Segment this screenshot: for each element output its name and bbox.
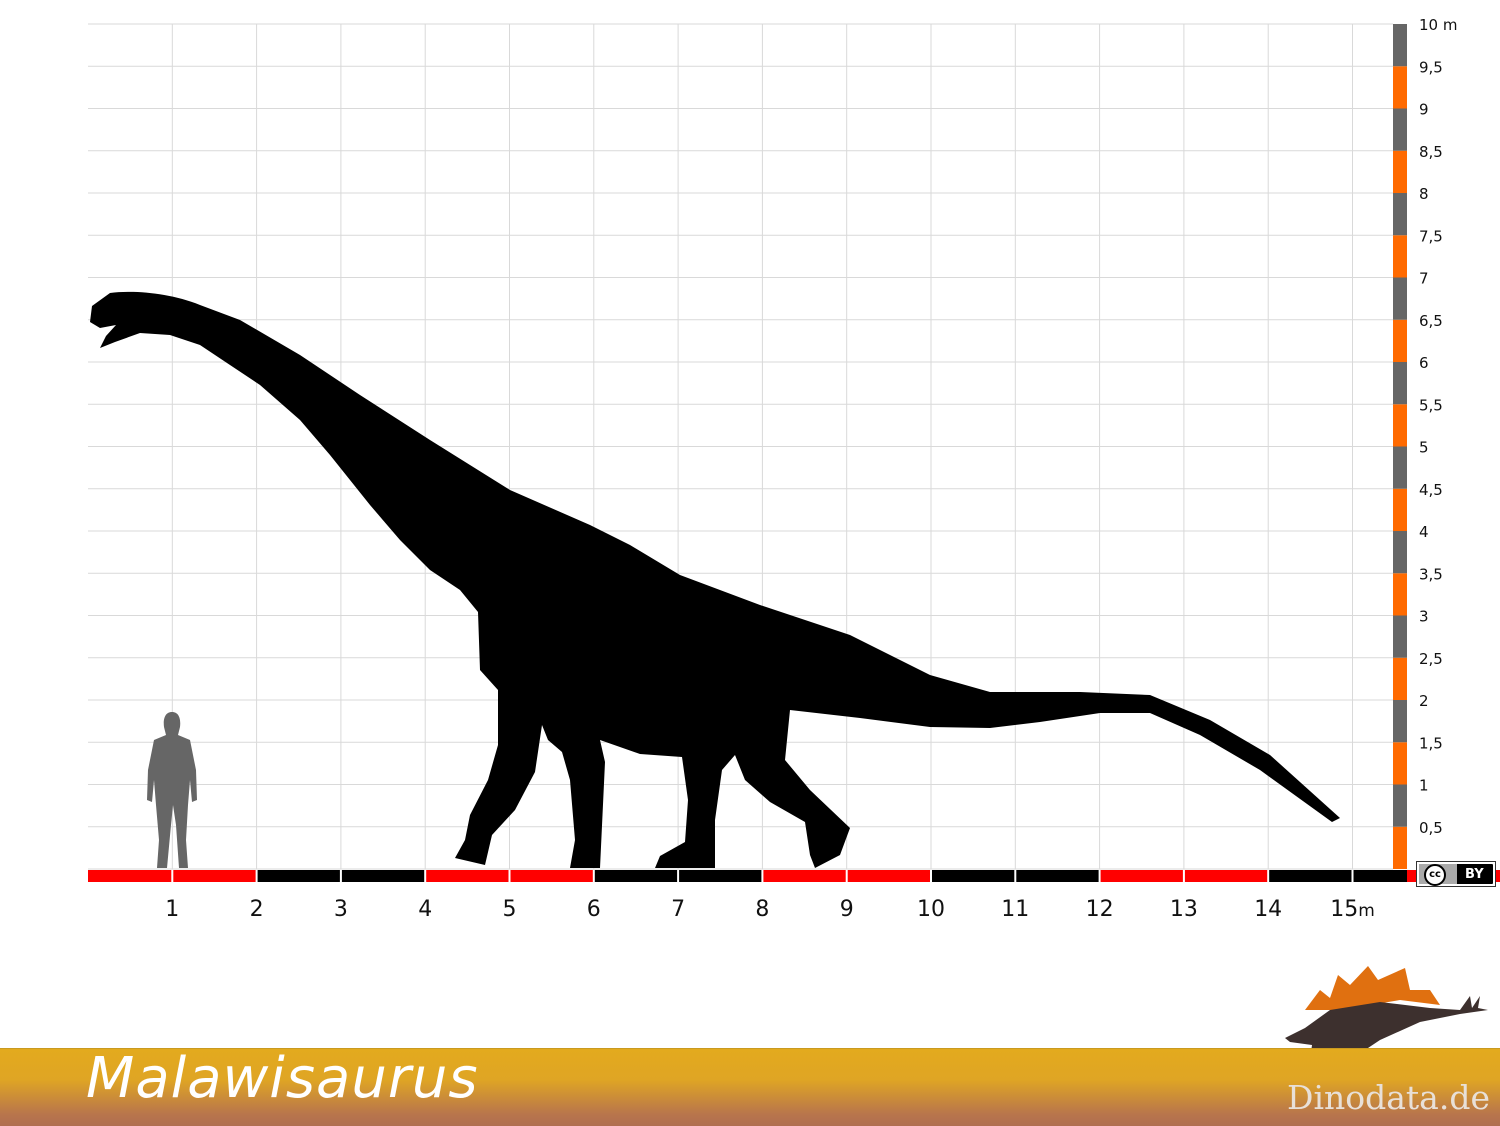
length-tick-label: 3: [334, 897, 348, 922]
length-tick-label: 9: [840, 897, 854, 922]
scale-segment: [1393, 362, 1407, 405]
scale-segment: [1393, 784, 1407, 827]
height-tick-label: 8,5: [1419, 143, 1443, 161]
length-labels: 1 2 3 4 5 6 7 8 9 10 11 12 13 14 15m: [165, 897, 1374, 922]
height-tick-label: 10 m: [1419, 16, 1457, 34]
length-tick-label: 11: [1001, 897, 1029, 922]
length-tick-label: 10: [917, 897, 945, 922]
height-tick-label: 9: [1419, 101, 1429, 119]
length-tick-label: 15m: [1330, 897, 1375, 922]
height-tick-label: 3: [1419, 608, 1429, 626]
length-tick-label: 2: [250, 897, 264, 922]
scale-segment: [1393, 24, 1407, 67]
height-tick-label: 6: [1419, 354, 1429, 372]
scale-segment: [1393, 700, 1407, 743]
length-tick-label: 5: [503, 897, 517, 922]
scale-segment: [1393, 235, 1407, 278]
height-tick-label: 9,5: [1419, 58, 1443, 76]
height-tick-label: 2: [1419, 692, 1429, 710]
height-tick-label: 3,5: [1419, 565, 1443, 583]
page-title: Malawisaurus: [86, 1046, 479, 1111]
height-tick-label: 8: [1419, 185, 1429, 203]
brand-watermark: Dinodata.de: [1286, 1078, 1490, 1117]
height-scale-bar: [1393, 24, 1407, 869]
human-silhouette: [147, 712, 197, 868]
height-tick-label: 2,5: [1419, 650, 1443, 668]
scale-segment: [1393, 66, 1407, 109]
scale-segment: [1393, 742, 1407, 785]
cc-icon: cc: [1424, 864, 1446, 886]
scale-segment: [1393, 826, 1407, 869]
scale-segment: [1393, 193, 1407, 236]
scale-segment: [1393, 446, 1407, 489]
height-tick-label: 0,5: [1419, 819, 1443, 837]
height-labels: 10 m 9,5 9 8,5 8 7,5 7 6,5 6 5,5 5 4,5 4 3,5 3 2,5 2 1,5 1…: [1419, 16, 1457, 837]
footer-band: [0, 1048, 1500, 1126]
height-tick-label: 1,5: [1419, 734, 1443, 752]
height-tick-label: 1: [1419, 777, 1429, 795]
scale-segment: [1393, 404, 1407, 447]
scale-segment: [1393, 573, 1407, 616]
height-tick-label: 7,5: [1419, 227, 1443, 245]
length-tick-label: 1: [165, 897, 179, 922]
scale-segment: [1393, 615, 1407, 658]
height-tick-label: 7: [1419, 270, 1429, 288]
unit-label: m: [1358, 901, 1375, 921]
cc-by-license-badge[interactable]: cc BY: [1416, 861, 1496, 887]
length-tick-label: 7: [671, 897, 685, 922]
scale-segment: [1393, 657, 1407, 700]
by-label: BY: [1465, 867, 1484, 882]
scale-segment: [1393, 531, 1407, 574]
length-ruler: [88, 870, 1500, 882]
height-tick-label: 6,5: [1419, 312, 1443, 330]
length-tick-label: 6: [587, 897, 601, 922]
scale-segment: [1393, 277, 1407, 320]
height-tick-label: 5,5: [1419, 396, 1443, 414]
length-tick-label: 8: [755, 897, 769, 922]
scale-segment: [1393, 108, 1407, 151]
length-tick-label: 4: [418, 897, 432, 922]
height-tick-label: 4,5: [1419, 481, 1443, 499]
scale-segment: [1393, 319, 1407, 362]
scale-segment: [1393, 488, 1407, 531]
length-tick-label: 14: [1254, 897, 1282, 922]
length-tick-label: 13: [1170, 897, 1198, 922]
length-tick-label: 12: [1086, 897, 1114, 922]
dinosaur-silhouette: [90, 291, 1340, 868]
height-tick-label: 5: [1419, 439, 1429, 457]
scale-segment: [1393, 150, 1407, 193]
stegosaurus-logo-icon: [1305, 966, 1440, 1010]
height-tick-label: 4: [1419, 523, 1429, 541]
